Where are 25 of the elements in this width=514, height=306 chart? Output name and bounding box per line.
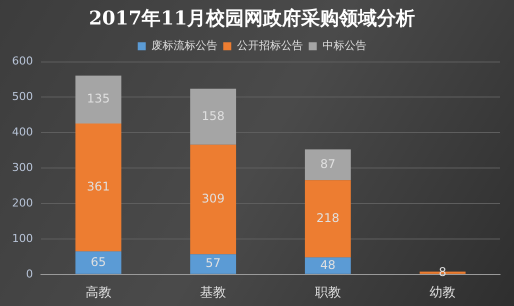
x-tick-label: 幼教	[430, 286, 456, 301]
y-tick-label: 0	[26, 267, 33, 280]
x-tick-label: 基教	[200, 286, 226, 301]
data-label: 135	[86, 92, 110, 106]
y-tick-label: 100	[12, 232, 33, 245]
data-label: 158	[202, 108, 225, 123]
y-tick-label: 500	[12, 90, 33, 104]
data-label: 361	[86, 180, 110, 194]
data-label: 218	[316, 210, 340, 225]
data-label: 48	[320, 258, 336, 272]
legend-label: 中标公告	[322, 39, 366, 52]
data-label: 309	[202, 192, 225, 206]
y-tick-label: 400	[12, 126, 33, 139]
chart-title: 2017年11月校园网政府采购领域分析	[88, 7, 416, 30]
data-label: 57	[205, 256, 221, 270]
y-tick-label: 600	[12, 54, 33, 68]
data-label: 65	[90, 254, 106, 269]
y-tick-label: 300	[12, 160, 33, 174]
x-tick-label: 职教	[314, 286, 341, 301]
y-tick-label: 200	[12, 196, 33, 210]
data-label: 87	[320, 156, 336, 171]
data-label: 8	[438, 264, 446, 279]
x-tick-label: 高教	[85, 284, 112, 301]
legend-label: 公开招标公告	[236, 39, 303, 52]
legend-label: 废标流标公告	[151, 39, 218, 52]
